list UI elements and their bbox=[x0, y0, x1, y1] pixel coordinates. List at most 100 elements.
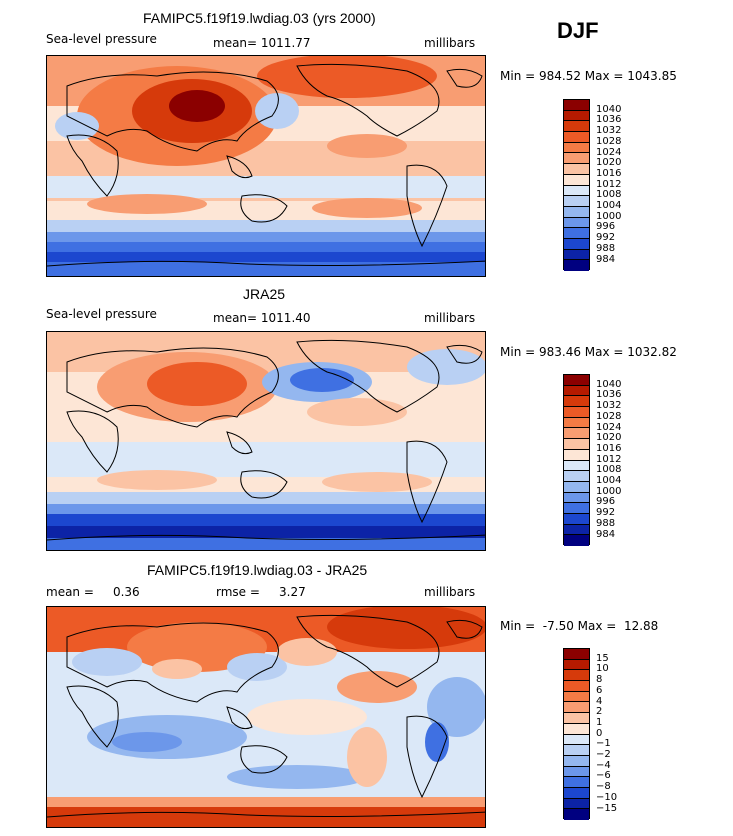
panel3-colorbar-swatch bbox=[564, 734, 589, 746]
panel3-mean-label: mean = 0.36 bbox=[46, 585, 140, 599]
panel2-units-label: millibars bbox=[424, 311, 476, 325]
colorbar-tick-label: 1016 bbox=[596, 167, 622, 179]
panel2-colorbar-swatch bbox=[564, 407, 589, 418]
colorbar-tick-label: 996 bbox=[596, 496, 616, 508]
panel2-map bbox=[46, 331, 486, 551]
colorbar-tick-label: 8 bbox=[596, 674, 603, 686]
panel1-units-label: millibars bbox=[424, 36, 476, 50]
panel3-minmax-label: Min = -7.50 Max = 12.88 bbox=[500, 619, 659, 633]
colorbar-tick-label: 1028 bbox=[596, 410, 622, 422]
colorbar-tick-label: −1 bbox=[596, 738, 611, 750]
panel1-colorbar-swatch bbox=[564, 228, 589, 239]
colorbar-tick-label: 992 bbox=[596, 232, 616, 244]
panel3-colorbar-swatch bbox=[564, 766, 589, 778]
panel1-colorbar-swatch bbox=[564, 185, 589, 197]
panel1-minmax-label: Min = 984.52 Max = 1043.85 bbox=[500, 69, 677, 83]
colorbar-tick-label: 15 bbox=[596, 652, 609, 664]
panel2-colorbar-swatch bbox=[564, 375, 589, 386]
colorbar-tick-label: −2 bbox=[596, 749, 611, 760]
panel2-colorbar-swatch bbox=[564, 449, 589, 461]
panel1-colorbar-swatch bbox=[564, 249, 589, 261]
colorbar-tick-label: 2 bbox=[596, 706, 603, 718]
panel3-colorbar-swatch bbox=[564, 798, 589, 810]
panel1-field-label: Sea-level pressure bbox=[46, 32, 157, 46]
panel1-colorbar-swatch bbox=[564, 174, 589, 186]
colorbar-tick-label: 1032 bbox=[596, 125, 622, 137]
panel1-colorbar-swatch bbox=[564, 196, 589, 207]
panel1-map bbox=[46, 55, 486, 277]
colorbar-tick-label: 1028 bbox=[596, 135, 622, 147]
panel2-colorbar-swatch bbox=[564, 439, 589, 450]
panel2-colorbar-swatch bbox=[564, 524, 589, 536]
colorbar-tick-label: 0 bbox=[596, 727, 603, 739]
colorbar-tick-label: 1040 bbox=[596, 103, 622, 115]
colorbar-tick-label: 10 bbox=[596, 663, 609, 675]
panel3-colorbar-swatch bbox=[564, 809, 589, 820]
panel3-colorbar bbox=[563, 648, 590, 820]
colorbar-tick-label: 1020 bbox=[596, 157, 622, 169]
colorbar-tick-label: 1024 bbox=[596, 146, 622, 158]
panel3-colorbar-swatch bbox=[564, 691, 589, 703]
colorbar-tick-label: 4 bbox=[596, 695, 603, 707]
colorbar-tick-label: 1012 bbox=[596, 453, 622, 465]
panel1-colorbar-swatch bbox=[564, 100, 589, 111]
colorbar-tick-label: 988 bbox=[596, 242, 616, 254]
panel1-colorbar-swatch bbox=[564, 217, 589, 229]
colorbar-tick-label: 1004 bbox=[596, 200, 622, 211]
colorbar-tick-label: 1000 bbox=[596, 485, 622, 497]
colorbar-tick-label: 1016 bbox=[596, 442, 622, 454]
panel1-colorbar-swatch bbox=[564, 110, 589, 122]
colorbar-tick-label: 984 bbox=[596, 253, 616, 265]
panel3-colorbar-swatch bbox=[564, 745, 589, 756]
colorbar-tick-label: 1008 bbox=[596, 189, 622, 201]
colorbar-tick-label: −8 bbox=[596, 781, 611, 793]
panel2-colorbar-swatch bbox=[564, 503, 589, 514]
panel2-colorbar-swatch bbox=[564, 481, 589, 493]
panel3-colorbar-swatch bbox=[564, 777, 589, 788]
panel1-colorbar-swatch bbox=[564, 121, 589, 133]
panel2-field-label: Sea-level pressure bbox=[46, 307, 157, 321]
panel2-colorbar-swatch bbox=[564, 471, 589, 482]
panel1-map-svg bbox=[47, 56, 485, 276]
colorbar-tick-label: 996 bbox=[596, 221, 616, 233]
colorbar-tick-label: 6 bbox=[596, 684, 603, 696]
panel3-colorbar-swatch bbox=[564, 713, 589, 724]
panel1-colorbar-swatch bbox=[564, 153, 589, 165]
panel1-colorbar-swatch bbox=[564, 132, 589, 143]
panel3-colorbar-swatch bbox=[564, 659, 589, 671]
colorbar-tick-label: 1000 bbox=[596, 210, 622, 222]
colorbar-tick-label: −6 bbox=[596, 770, 611, 782]
season-label: DJF bbox=[557, 18, 599, 43]
panel2-colorbar-swatch bbox=[564, 535, 589, 546]
colorbar-tick-label: 1024 bbox=[596, 421, 622, 433]
panel2-colorbar-swatch bbox=[564, 492, 589, 504]
colorbar-tick-label: 1036 bbox=[596, 389, 622, 401]
panel2-title: JRA25 bbox=[243, 286, 286, 302]
colorbar-tick-label: 992 bbox=[596, 507, 616, 519]
panel1-colorbar-swatch bbox=[564, 142, 589, 154]
panel2-colorbar bbox=[563, 374, 590, 546]
panel3-colorbar-swatch bbox=[564, 787, 589, 799]
panel2-map-svg bbox=[47, 332, 485, 550]
colorbar-tick-label: 1004 bbox=[596, 475, 622, 486]
colorbar-tick-label: −15 bbox=[596, 802, 618, 814]
colorbar-tick-label: 1020 bbox=[596, 432, 622, 444]
panel2-colorbar-swatch bbox=[564, 417, 589, 429]
panel2-colorbar-swatch bbox=[564, 396, 589, 408]
panel3-map bbox=[46, 606, 486, 828]
panel3-colorbar-swatch bbox=[564, 702, 589, 714]
panel1-mean-label: mean= 1011.77 bbox=[213, 36, 311, 50]
colorbar-tick-label: 1036 bbox=[596, 114, 622, 126]
panel1-colorbar-swatch bbox=[564, 164, 589, 175]
panel2-colorbar-swatch bbox=[564, 428, 589, 440]
colorbar-tick-label: 1008 bbox=[596, 464, 622, 476]
colorbar-tick-label: −10 bbox=[596, 791, 618, 803]
colorbar-tick-label: 1 bbox=[596, 716, 603, 728]
panel3-units-label: millibars bbox=[424, 585, 476, 599]
panel3-map-svg bbox=[47, 607, 485, 827]
panel3-rmse-label: rmse = 3.27 bbox=[216, 585, 306, 599]
panel1-colorbar-swatch bbox=[564, 238, 589, 250]
panel1-colorbar-swatch bbox=[564, 206, 589, 218]
panel3-colorbar-swatch bbox=[564, 670, 589, 682]
panel3-colorbar-swatch bbox=[564, 681, 589, 692]
